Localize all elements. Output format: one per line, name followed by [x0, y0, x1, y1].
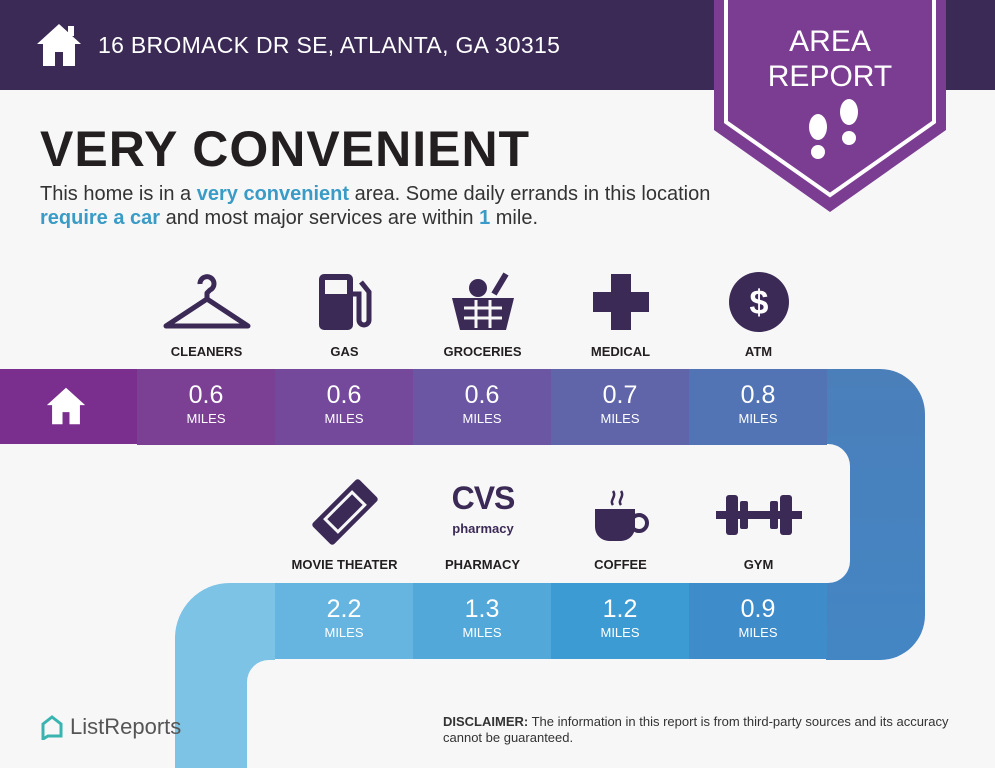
poi-gym: GYM	[689, 481, 828, 573]
coffee-cup-icon	[551, 481, 690, 547]
distance-cell: 1.3 MILES	[413, 583, 551, 659]
distance-value: 0.6	[464, 381, 500, 409]
listreports-icon	[41, 715, 63, 740]
grocery-basket-icon	[413, 268, 552, 334]
distance-value: 2.2	[326, 595, 362, 623]
svg-text:$: $	[749, 284, 768, 322]
gas-pump-icon	[275, 268, 414, 334]
distance-unit: MILES	[462, 411, 502, 426]
distance-cell: 0.8 MILES	[689, 369, 827, 445]
poi-label: MOVIE THEATER	[291, 557, 398, 572]
dumbbell-icon	[689, 481, 828, 547]
poi-label: CLEANERS	[170, 344, 243, 359]
poi-movie-theater: MOVIE THEATER	[275, 479, 414, 573]
badge-line-1: AREA	[789, 25, 871, 58]
distance-unit: MILES	[324, 625, 364, 640]
distance-unit: MILES	[324, 411, 364, 426]
distance-cell: 0.6 MILES	[275, 369, 413, 445]
ticket-icon	[275, 479, 414, 547]
distance-value: 0.9	[740, 595, 776, 623]
poi-coffee: COFFEE	[551, 481, 690, 573]
distance-cell: 0.6 MILES	[413, 369, 551, 445]
poi-gas: GAS	[275, 268, 414, 360]
cvs-pharmacy-logo: CVS pharmacy	[413, 481, 552, 547]
poi-label: PHARMACY	[444, 557, 521, 572]
poi-medical: MEDICAL	[551, 268, 690, 360]
distance-unit: MILES	[462, 625, 502, 640]
distance-unit: MILES	[738, 625, 778, 640]
poi-label: ATM	[744, 344, 773, 359]
distance-cell: 0.9 MILES	[689, 583, 827, 659]
poi-label: COFFEE	[594, 557, 647, 572]
poi-label: GYM	[743, 557, 774, 572]
distance-value: 0.7	[602, 381, 638, 409]
poi-pharmacy: CVS pharmacy PHARMACY	[413, 481, 552, 573]
badge-title: AREA REPORT	[714, 24, 946, 94]
distance-unit: MILES	[600, 625, 640, 640]
distance-cell: 0.7 MILES	[551, 369, 689, 445]
dollar-icon: $	[689, 268, 828, 334]
poi-label: GAS	[330, 344, 359, 359]
poi-label: GROCERIES	[443, 344, 522, 359]
home-icon	[37, 24, 81, 66]
medical-cross-icon	[551, 268, 690, 334]
address: 16 BROMACK DR SE, ATLANTA, GA 30315	[98, 32, 561, 58]
distance-value: 1.2	[602, 595, 638, 623]
poi-atm: $ ATM	[689, 268, 828, 360]
distance-value: 0.6	[188, 381, 224, 409]
route-gap-bottom	[247, 660, 995, 768]
home-icon	[46, 387, 86, 425]
area-report-badge	[714, 0, 946, 212]
distance-cell: 2.2 MILES	[275, 583, 413, 659]
distance-unit: MILES	[600, 411, 640, 426]
page-title: VERY CONVENIENT	[40, 121, 531, 177]
listreports-logo: ListReports	[40, 714, 181, 740]
description: This home is in a very convenient area. …	[40, 183, 711, 229]
distance-unit: MILES	[186, 411, 226, 426]
svg-text:pharmacy: pharmacy	[452, 521, 514, 536]
footprints-icon	[809, 99, 858, 159]
distance-unit: MILES	[738, 411, 778, 426]
brand-name: ListReports	[70, 714, 182, 739]
distance-value: 1.3	[464, 595, 500, 623]
distance-value: 0.8	[740, 381, 776, 409]
route-gap	[0, 444, 850, 583]
poi-cleaners: CLEANERS	[137, 268, 276, 360]
poi-label: MEDICAL	[590, 344, 651, 359]
distance-cell: 0.6 MILES	[137, 369, 275, 445]
badge-line-2: REPORT	[767, 60, 893, 93]
distance-value: 0.6	[326, 381, 362, 409]
svg-text:CVS: CVS	[451, 481, 514, 516]
disclaimer: DISCLAIMER: The information in this repo…	[443, 714, 949, 745]
poi-groceries: GROCERIES	[413, 268, 552, 360]
distance-cell: 1.2 MILES	[551, 583, 689, 659]
hanger-icon	[137, 268, 276, 334]
